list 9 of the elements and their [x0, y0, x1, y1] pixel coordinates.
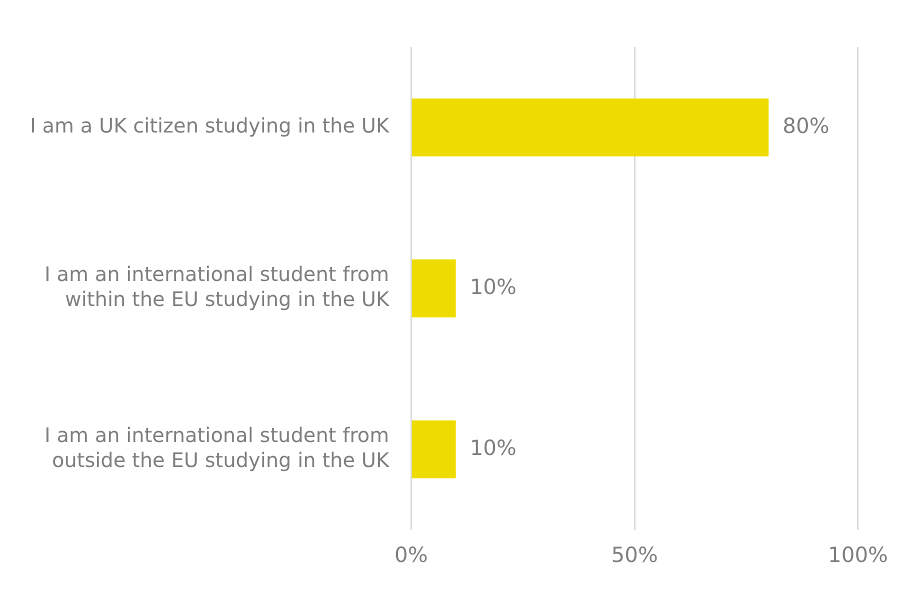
y-tick-label: I am an international student from within the EU studying in the UK [44, 262, 390, 312]
y-tick-label: I am a UK citizen studying in the UK [30, 114, 390, 138]
x-tick-label: 100% [828, 542, 888, 567]
data-label: 10% [470, 436, 517, 460]
x-tick-label: 0% [394, 542, 428, 567]
data-label: 80% [782, 114, 830, 138]
x-tick-label: 50% [611, 542, 658, 567]
y-tick-label: I am an international student from outside the EU studying in the UK [44, 423, 390, 472]
data-label: 10% [470, 274, 517, 299]
